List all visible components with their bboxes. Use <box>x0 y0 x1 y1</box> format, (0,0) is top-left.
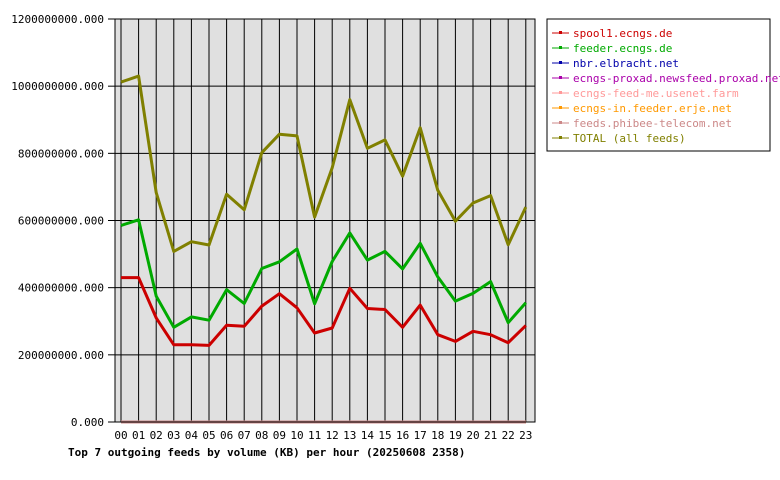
legend-label: feeder.ecngs.de <box>573 42 672 55</box>
legend-item: ecngs-proxad.newsfeed.proxad.net <box>552 72 780 85</box>
legend-marker <box>559 121 562 124</box>
x-tick-label: 07 <box>238 429 251 442</box>
x-tick-label: 06 <box>220 429 233 442</box>
x-axis-labels: 00 01 02 03 04 05 06 07 08 09 10 11 12 13 14 15 16 17 18 19… <box>114 429 532 442</box>
legend-marker <box>559 76 562 79</box>
y-tick-label: 600000000.000 <box>18 215 104 228</box>
x-tick-label: 14 <box>361 429 375 442</box>
series-line-feeder-ecngs-de <box>120 218 527 329</box>
legend-label: feeds.phibee-telecom.net <box>573 117 732 130</box>
legend-marker <box>559 136 562 139</box>
legend-item: feeds.phibee-telecom.net <box>552 117 732 130</box>
x-tick-label: 16 <box>396 429 409 442</box>
legend-label: ecngs-proxad.newsfeed.proxad.net <box>573 72 780 85</box>
x-tick-label: 00 <box>114 429 127 442</box>
x-tick-label: 21 <box>484 429 497 442</box>
x-tick-label: 09 <box>273 429 286 442</box>
legend-label: nbr.elbracht.net <box>573 57 679 70</box>
series-line-spool1-ecngs-de <box>121 276 527 347</box>
y-tick-label: 1000000000.000 <box>11 80 104 93</box>
legend-label: TOTAL (all feeds) <box>573 132 686 145</box>
x-tick-label: 02 <box>150 429 163 442</box>
legend-marker <box>559 106 562 109</box>
x-tick-label: 12 <box>326 429 339 442</box>
y-tick-label: 800000000.000 <box>18 147 104 160</box>
legend-label: spool1.ecngs.de <box>573 27 672 40</box>
legend-marker <box>559 46 562 49</box>
x-tick-label: 05 <box>202 429 215 442</box>
x-tick-label: 03 <box>167 429 180 442</box>
x-tick-label: 20 <box>466 429 479 442</box>
x-tick-label: 11 <box>308 429 321 442</box>
legend-item: TOTAL (all feeds) <box>552 132 686 145</box>
x-tick-label: 04 <box>185 429 199 442</box>
y-axis-labels: 0.000 200000000.000 400000000.000 600000000… <box>11 13 115 429</box>
legend-item: feeder.ecngs.de <box>552 42 672 55</box>
x-tick-label: 19 <box>449 429 462 442</box>
y-tick-label: 0.000 <box>71 416 104 429</box>
y-tick-label: 1200000000.000 <box>11 13 104 26</box>
legend-label: ecngs-feed-me.usenet.farm <box>573 87 739 100</box>
series-line-total-all-feeds- <box>120 74 528 253</box>
plot-border <box>114 18 536 423</box>
y-tick-label: 200000000.000 <box>18 349 104 362</box>
legend-item: nbr.elbracht.net <box>552 57 679 70</box>
legend: spool1.ecngs.de feeder.ecngs.de nbr.elbrac… <box>546 18 780 152</box>
legend-marker <box>559 91 562 94</box>
chart-title: Top 7 outgoing feeds by volume (KB) per … <box>68 446 465 459</box>
x-tick-label: 13 <box>343 429 356 442</box>
x-tick-label: 15 <box>378 429 391 442</box>
legend-item: ecngs-in.feeder.erje.net <box>552 102 732 115</box>
legend-marker <box>559 61 562 64</box>
legend-item: spool1.ecngs.de <box>552 27 672 40</box>
y-tick-label: 400000000.000 <box>18 282 104 295</box>
legend-label: ecngs-in.feeder.erje.net <box>573 102 732 115</box>
x-tick-label: 01 <box>132 429 145 442</box>
legend-item: ecngs-feed-me.usenet.farm <box>552 87 739 100</box>
x-tick-label: 18 <box>431 429 444 442</box>
x-tick-label: 22 <box>502 429 515 442</box>
legend-box <box>546 18 771 152</box>
x-tick-label: 08 <box>255 429 268 442</box>
grid <box>115 18 535 423</box>
legend-marker <box>559 31 562 34</box>
x-tick-label: 23 <box>519 429 532 442</box>
x-tick-label: 10 <box>290 429 303 442</box>
x-tick-label: 17 <box>414 429 427 442</box>
